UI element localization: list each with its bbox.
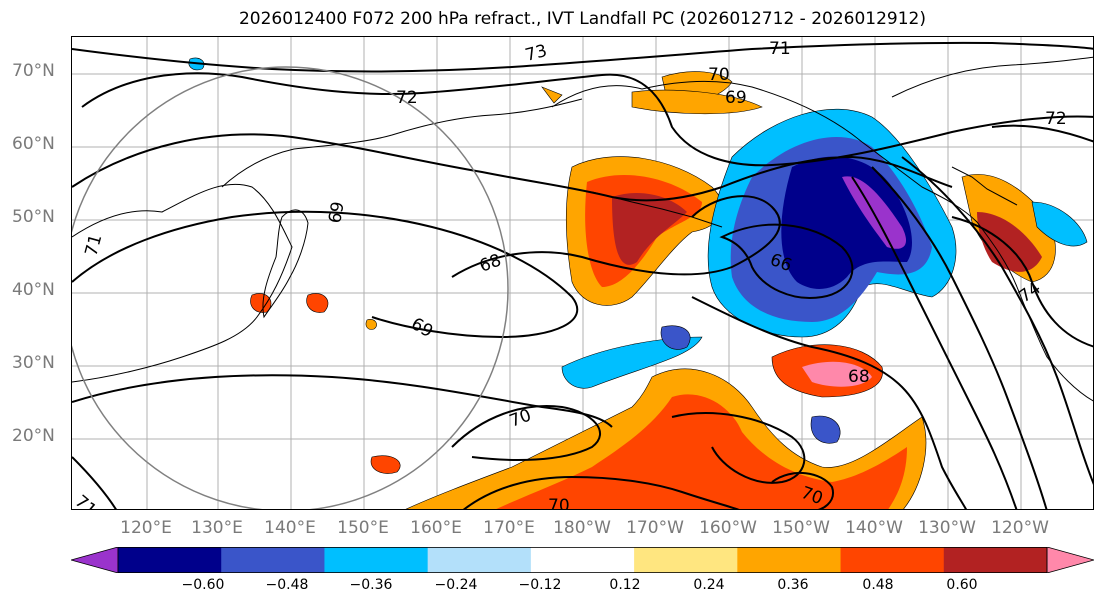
colorbar-frame — [117, 547, 1048, 573]
colorbar-tick-label: −0.48 — [265, 577, 309, 593]
lon-label: 120°W — [991, 518, 1049, 538]
colorbar-segment — [634, 547, 738, 573]
lon-label: 120°E — [120, 518, 172, 538]
colorbar-segment — [427, 547, 532, 573]
lat-label: 50°N — [12, 207, 55, 227]
map-canvas: 73 71 70 69 72 72 69 71 68 66 69 68 74 7… — [72, 37, 1093, 510]
colorbar-tick-label: −0.24 — [434, 577, 478, 593]
lon-label: 140°E — [264, 518, 316, 538]
lon-label: 130°W — [918, 518, 976, 538]
contours — [72, 41, 1093, 509]
colorbar-extend-min — [71, 547, 119, 573]
lon-label: 160°W — [699, 518, 757, 538]
colorbar-tick-label: −0.12 — [518, 577, 562, 593]
colorbar-segment — [221, 547, 325, 573]
contour-label: 71 — [72, 492, 100, 510]
contour-label: 69 — [408, 314, 437, 342]
lon-label: 130°E — [191, 518, 243, 538]
colorbar-extend-max — [1046, 547, 1094, 573]
lon-label: 150°W — [772, 518, 830, 538]
contour-label: 69 — [325, 200, 348, 225]
map-title: 2026012400 F072 200 hPa refract., IVT La… — [238, 9, 926, 29]
colorbar-segment — [324, 547, 429, 573]
colorbar-tick-label: −0.36 — [349, 577, 393, 593]
contour-label: 70 — [708, 65, 730, 85]
contour-label: 72 — [396, 88, 418, 108]
contour-label: 72 — [1045, 109, 1067, 129]
colorbar-segment — [840, 547, 945, 573]
lat-label: 20°N — [12, 426, 55, 446]
ivt-shading — [188, 57, 1088, 509]
colorbar-tick-label: 0.24 — [693, 577, 725, 593]
colorbar-segment — [737, 547, 842, 573]
colorbar-segments — [71, 547, 1094, 573]
lon-label: 150°E — [337, 518, 389, 538]
coastlines — [72, 56, 1093, 402]
contour-label: 73 — [523, 41, 549, 66]
lat-label: 60°N — [12, 134, 55, 154]
colorbar-segment — [118, 547, 222, 573]
lon-label: 140°W — [845, 518, 903, 538]
colorbar — [71, 547, 1094, 573]
lon-label: 160°E — [410, 518, 462, 538]
contour-label: 70 — [507, 406, 534, 432]
contour-label: 69 — [725, 88, 747, 108]
lon-label: 170°E — [483, 518, 535, 538]
colorbar-tick-label: 0.60 — [946, 577, 978, 593]
lat-label: 30°N — [12, 353, 55, 373]
colorbar-tick-label: 0.12 — [609, 577, 641, 593]
range-circle — [72, 66, 509, 509]
contour-label: 68 — [477, 251, 504, 277]
lat-label: 40°N — [12, 280, 55, 300]
contour-label: 71 — [769, 39, 791, 59]
lon-label: 180°W — [553, 518, 611, 538]
colorbar-segment — [530, 547, 635, 573]
colorbar-tick-label: 0.36 — [777, 577, 809, 593]
colorbar-segment — [943, 547, 1048, 573]
contour-label: 68 — [848, 367, 870, 387]
colorbar-tick-label: 0.48 — [862, 577, 894, 593]
colorbar-tick-label: −0.60 — [181, 577, 225, 593]
lon-label: 170°W — [626, 518, 684, 538]
lat-label: 70°N — [12, 61, 55, 81]
contour-label: 70 — [548, 496, 570, 510]
contour-label: 71 — [82, 232, 107, 258]
map-panel[interactable]: 73 71 70 69 72 72 69 71 68 66 69 68 74 7… — [71, 36, 1094, 510]
